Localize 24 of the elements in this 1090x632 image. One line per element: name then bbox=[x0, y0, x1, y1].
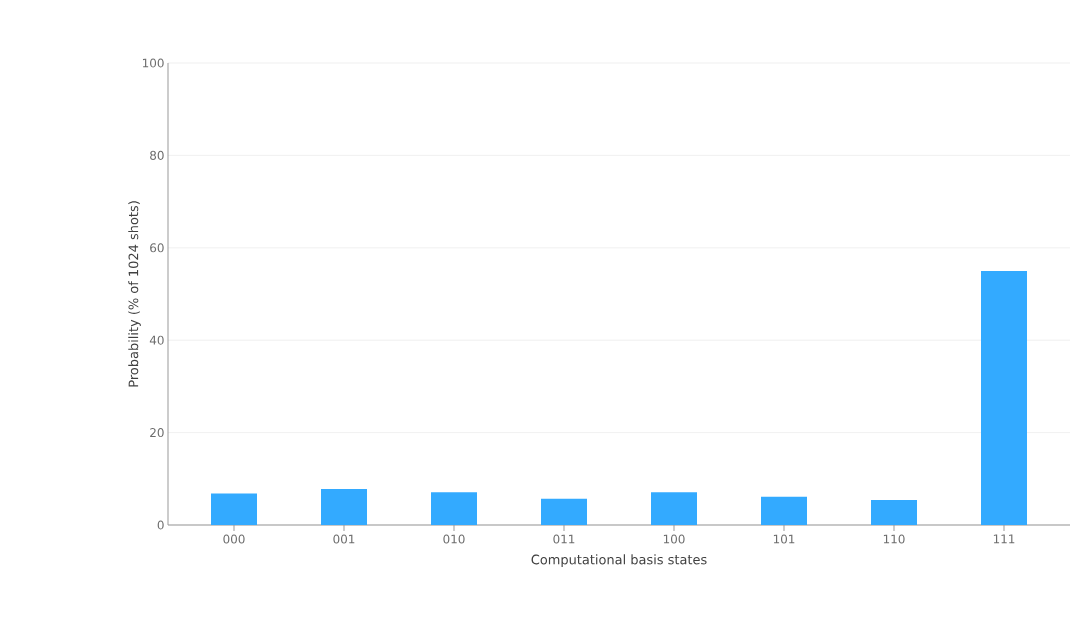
y-tick-label: 80 bbox=[150, 150, 164, 160]
x-tick-label: 111 bbox=[993, 534, 1015, 544]
bar bbox=[761, 496, 807, 525]
x-axis-title: Computational basis states bbox=[531, 554, 707, 567]
x-tick-label: 100 bbox=[663, 534, 685, 544]
y-tick-label: 0 bbox=[157, 520, 164, 530]
bar bbox=[211, 493, 257, 525]
bar bbox=[321, 488, 367, 525]
x-tick-label: 011 bbox=[553, 534, 575, 544]
y-axis-title: Probability (% of 1024 shots) bbox=[128, 201, 141, 387]
y-tick-label: 100 bbox=[142, 58, 164, 68]
bar bbox=[871, 500, 917, 525]
y-tick-label: 60 bbox=[150, 243, 164, 253]
y-tick-label: 20 bbox=[150, 428, 164, 438]
bar bbox=[981, 270, 1027, 525]
x-tick-label: 110 bbox=[883, 534, 905, 544]
x-tick-label: 001 bbox=[333, 534, 355, 544]
bar bbox=[431, 492, 477, 525]
x-tick-label: 101 bbox=[773, 534, 795, 544]
bar bbox=[651, 492, 697, 525]
x-tick-label: 000 bbox=[223, 534, 245, 544]
bar bbox=[541, 498, 587, 525]
y-tick-label: 40 bbox=[149, 335, 164, 345]
x-tick-label: 010 bbox=[443, 534, 465, 544]
